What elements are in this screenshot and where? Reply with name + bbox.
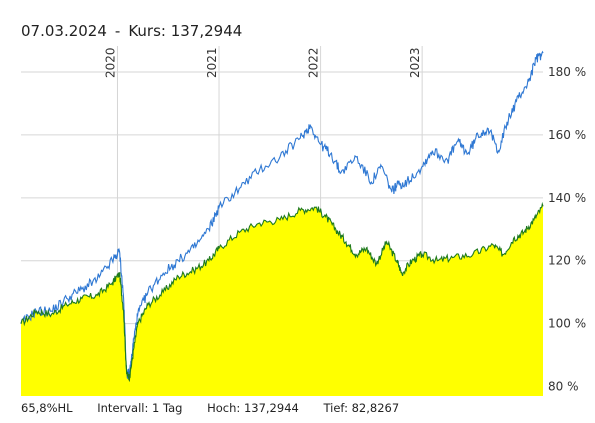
quote-date: 07.03.2024	[21, 22, 107, 40]
range-percent: 65,8%HL	[21, 401, 73, 415]
chart-footer: 65,8%HL Intervall: 1 Tag Hoch: 137,2944 …	[21, 401, 420, 415]
interval-label: Intervall: 1 Tag	[97, 401, 183, 415]
low-value: Tief: 82,8267	[323, 401, 400, 415]
y-tick-label: 140 %	[548, 191, 586, 205]
y-tick-label: 80 %	[548, 380, 579, 394]
y-axis-labels: 80 % 100 % 120 % 140 % 160 % 180 %	[548, 65, 586, 394]
year-labels: 2020 2021 2022 2023	[103, 47, 422, 78]
year-label: 2023	[408, 47, 422, 78]
y-tick-label: 120 %	[548, 254, 586, 268]
chart-header: 07.03.2024- Kurs: 137,2944	[21, 22, 242, 40]
high-value: Hoch: 137,2944	[207, 401, 299, 415]
y-tick-label: 100 %	[548, 317, 586, 331]
y-tick-label: 180 %	[548, 65, 586, 79]
primary-series-line	[20, 201, 544, 383]
comparison-series-line	[20, 50, 544, 379]
year-label: 2022	[307, 47, 321, 78]
year-label: 2021	[205, 47, 219, 78]
header-separator: -	[114, 22, 121, 40]
year-label: 2020	[103, 47, 117, 78]
y-tick-label: 160 %	[548, 128, 586, 142]
quote-price: Kurs: 137,2944	[128, 22, 243, 40]
primary-area-fill	[21, 204, 543, 396]
